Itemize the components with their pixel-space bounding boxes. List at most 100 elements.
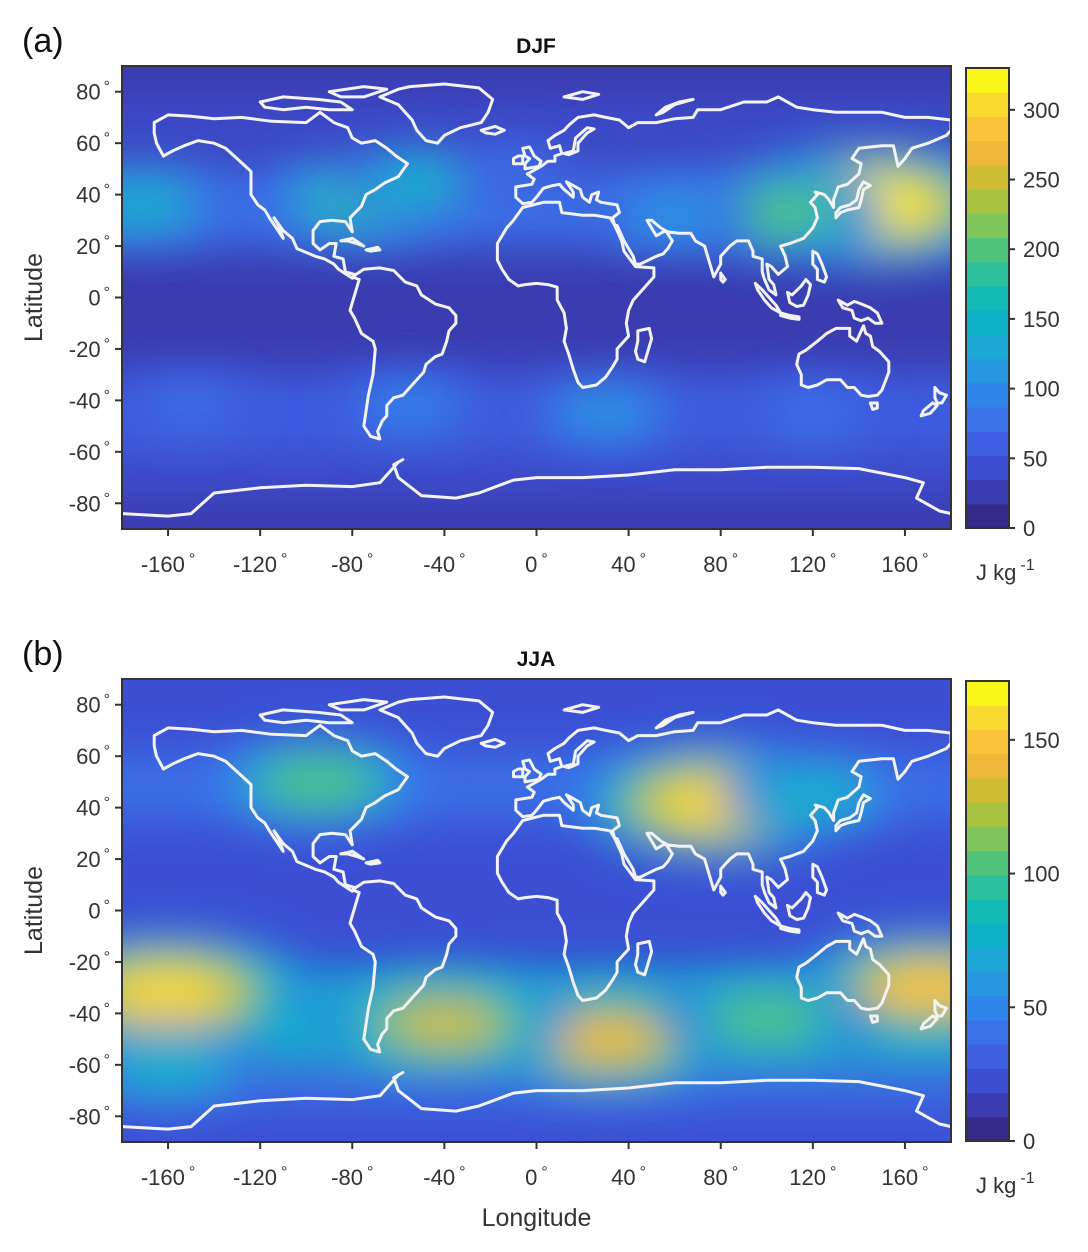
- coastline: [378, 695, 495, 758]
- colorbar-frame: [965, 67, 1010, 529]
- x-tick-label: 40 °: [611, 1164, 646, 1190]
- coastline: [811, 249, 829, 284]
- panel-label: (a): [22, 22, 64, 60]
- coastline: [258, 95, 354, 112]
- colorbar-level: [966, 753, 1009, 779]
- colorbar-level: [966, 802, 1009, 827]
- coastline: [514, 95, 951, 297]
- colorbar-level: [966, 826, 1009, 852]
- coastline: [512, 154, 525, 166]
- colorbar-level: [966, 285, 1009, 311]
- coastline: [495, 813, 656, 1002]
- x-tick-label: 80 °: [703, 1164, 738, 1190]
- colorbar-level: [966, 213, 1009, 239]
- colorbar-level: [966, 431, 1009, 456]
- coastline: [919, 401, 939, 418]
- coastline: [562, 90, 601, 101]
- x-tick-label: -120 °: [233, 551, 287, 577]
- colorbar-tick-label: 0: [1023, 1129, 1035, 1154]
- y-tick-label: 20 °: [76, 846, 110, 872]
- colorbar-level: [966, 116, 1009, 142]
- coastline: [562, 703, 601, 714]
- colorbar-level: [966, 1116, 1009, 1142]
- colorbar-level: [966, 1068, 1009, 1094]
- coastline: [719, 271, 727, 284]
- colorbar-tick-label: 100: [1023, 377, 1060, 402]
- x-tick-label: -80 °: [331, 1164, 373, 1190]
- colorbar-level: [966, 1092, 1009, 1118]
- coastline: [495, 200, 656, 389]
- colorbar-level: [966, 92, 1009, 118]
- coastline: [719, 884, 727, 897]
- colorbar-level: [966, 358, 1009, 384]
- field-band: [122, 104, 951, 141]
- coastline: [919, 1014, 939, 1031]
- coastline: [512, 767, 525, 779]
- colorbar-level: [966, 189, 1009, 214]
- coastline: [152, 110, 409, 280]
- field-feature: [122, 966, 229, 1020]
- x-tick-label: -40 °: [423, 1164, 465, 1190]
- y-tick-label: -20 °: [69, 949, 110, 975]
- colorbar: 0 50 100 150 200 250 300 J kg -1: [965, 67, 1060, 585]
- colorbar-tick-label: 50: [1023, 995, 1047, 1020]
- x-tick-label: -160 °: [141, 551, 195, 577]
- y-tick-label: 40 °: [76, 182, 110, 208]
- coastline: [122, 458, 951, 518]
- colorbar-unit: J kg -1: [976, 1170, 1035, 1198]
- x-tick-label: -80 °: [331, 551, 373, 577]
- panel-a: (a) DJF -160 ° -120 ° -80 ° -40 ° 0 ° 40 ° 80 ° 120 ° 160 °…: [20, 22, 1060, 585]
- colorbar: 0 50 100 150 J kg -1: [965, 680, 1060, 1198]
- colorbar-tick-label: 300: [1023, 98, 1060, 123]
- colorbar-unit: J kg -1: [976, 557, 1035, 585]
- coastline: [364, 245, 382, 253]
- y-tick-label: 0 °: [88, 285, 110, 311]
- field-feature: [762, 772, 864, 817]
- coastline: [786, 891, 812, 921]
- colorbar-level: [966, 503, 1009, 529]
- y-tick-label: -40 °: [69, 1000, 110, 1026]
- field-feature: [626, 193, 723, 237]
- colorbar-tick-label: 150: [1023, 307, 1060, 332]
- coastline: [795, 324, 891, 398]
- coastline: [152, 723, 409, 893]
- coastline: [779, 311, 801, 321]
- field-feature: [122, 1042, 219, 1088]
- coastline: [933, 999, 948, 1018]
- coastline: [779, 924, 801, 934]
- y-axis-label: Latitude: [20, 866, 48, 955]
- field: [122, 66, 951, 529]
- coastline: [654, 710, 695, 730]
- field-features: [122, 736, 951, 1104]
- coastline: [811, 862, 829, 897]
- coastline: [348, 266, 458, 441]
- field-feature: [146, 385, 237, 426]
- colorbar-level: [966, 237, 1009, 263]
- field-feature: [468, 148, 559, 189]
- colorbar-level: [966, 705, 1009, 731]
- colorbar-level: [966, 382, 1009, 408]
- field-feature: [372, 159, 471, 204]
- coastline: [834, 180, 872, 220]
- coastline: [521, 145, 543, 171]
- coastline: [479, 737, 506, 749]
- coastline: [868, 1014, 879, 1024]
- coastline: [933, 386, 948, 405]
- y-tick-label: 40 °: [76, 795, 110, 821]
- field-feature: [713, 995, 820, 1042]
- coastlines: [122, 695, 951, 1131]
- y-tick-label: -60 °: [69, 1052, 110, 1078]
- x-tick-label: 0 °: [525, 551, 548, 577]
- field-feature: [558, 392, 653, 435]
- colorbar-tick-label: 100: [1023, 862, 1060, 887]
- colorbar-level: [966, 455, 1009, 481]
- coastline: [348, 879, 458, 1054]
- coastline: [634, 326, 654, 364]
- colorbar-level: [966, 850, 1009, 876]
- x-tick-label: 40 °: [611, 551, 646, 577]
- coastline: [786, 278, 812, 308]
- coastline: [834, 793, 872, 833]
- coastline: [521, 758, 543, 784]
- colorbar-level: [966, 1044, 1009, 1069]
